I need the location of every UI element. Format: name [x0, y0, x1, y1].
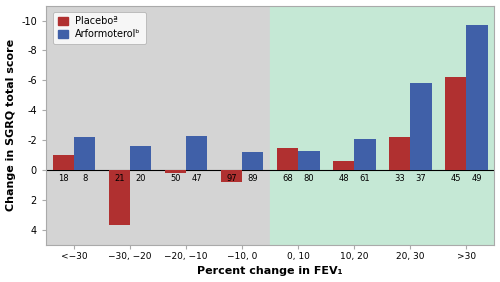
Bar — [389, 137, 410, 170]
Text: 68: 68 — [282, 174, 293, 183]
Text: 18: 18 — [58, 174, 68, 183]
Bar — [445, 77, 466, 170]
Text: 89: 89 — [248, 174, 258, 183]
Bar — [52, 155, 74, 170]
Text: 21: 21 — [114, 174, 124, 183]
Bar — [165, 170, 186, 173]
Text: 47: 47 — [192, 174, 202, 183]
Bar — [410, 83, 432, 170]
Bar — [270, 6, 494, 245]
Text: 50: 50 — [170, 174, 180, 183]
Bar — [108, 170, 130, 226]
Bar — [354, 139, 376, 170]
Text: 37: 37 — [416, 174, 426, 183]
Bar — [298, 151, 320, 170]
Text: 97: 97 — [226, 174, 237, 183]
Bar — [186, 136, 208, 170]
Text: 8: 8 — [82, 174, 87, 183]
X-axis label: Percent change in FEV₁: Percent change in FEV₁ — [198, 266, 343, 276]
Bar — [74, 137, 95, 170]
Bar — [130, 146, 152, 170]
Bar — [46, 6, 270, 245]
Bar — [277, 148, 298, 170]
Legend: Placeboª, Arformoterolᵇ: Placeboª, Arformoterolᵇ — [53, 12, 146, 44]
Bar — [333, 161, 354, 170]
Bar — [242, 152, 264, 170]
Text: 49: 49 — [472, 174, 482, 183]
Text: 33: 33 — [394, 174, 405, 183]
Text: 45: 45 — [450, 174, 461, 183]
Bar — [221, 170, 242, 182]
Text: 61: 61 — [360, 174, 370, 183]
Bar — [466, 25, 487, 170]
Y-axis label: Change in SGRQ total score: Change in SGRQ total score — [6, 39, 16, 211]
Text: 20: 20 — [136, 174, 146, 183]
Text: 48: 48 — [338, 174, 349, 183]
Text: 80: 80 — [304, 174, 314, 183]
